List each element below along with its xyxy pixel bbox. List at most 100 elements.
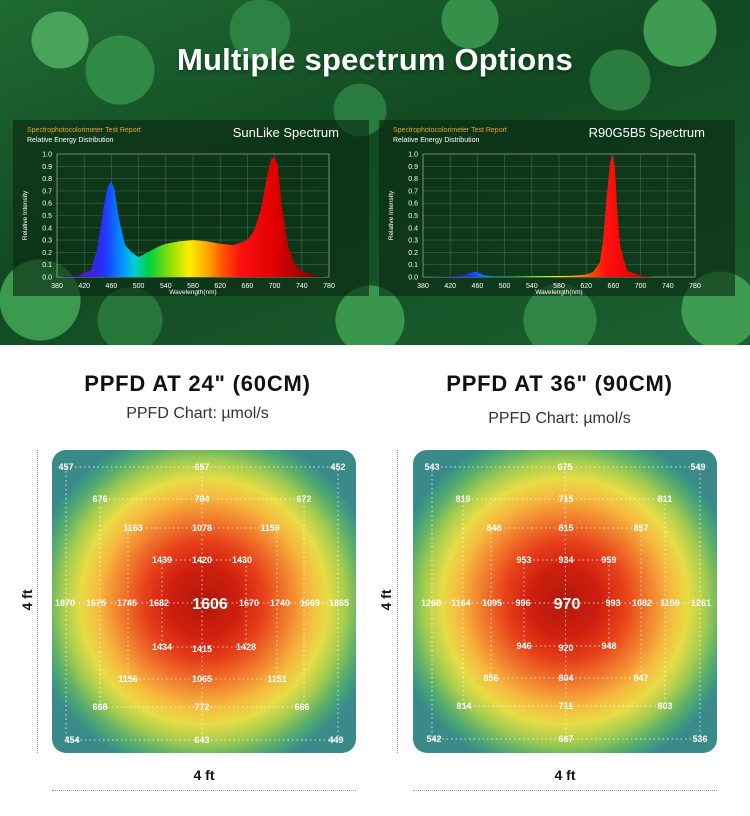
ppfd-heatmap-24: 457 657 452 676 784 672 1163 1078 1159 1439 1420 14… bbox=[52, 450, 356, 753]
x-axis-label: Wavelength(nm) bbox=[169, 289, 216, 296]
y-tick-label: 0.8 bbox=[42, 176, 52, 183]
ppfd-value: 1078 bbox=[192, 523, 212, 533]
y-tick-label: 0.4 bbox=[42, 225, 52, 232]
ppfd-value: 1428 bbox=[236, 642, 256, 652]
ppfd-guide-lines bbox=[431, 466, 701, 740]
x-tick-label: 740 bbox=[296, 283, 308, 290]
y-tick-label: 0.6 bbox=[408, 201, 418, 208]
ppfd-value: 996 bbox=[515, 598, 530, 608]
spectrum-panel-r90g5b5: Spectrophotocolorimeter Test Report Relat… bbox=[379, 120, 735, 296]
ppfd-value: 993 bbox=[605, 598, 620, 608]
guide-ring bbox=[490, 527, 642, 679]
x-tick-label: 700 bbox=[635, 283, 647, 290]
y-tick-label: 1.0 bbox=[42, 152, 52, 159]
ppfd-value: 457 bbox=[58, 462, 73, 472]
x-tick-label: 740 bbox=[662, 283, 674, 290]
y-axis-label: Relative Intensity bbox=[22, 190, 29, 240]
ppfd-value: 1065 bbox=[192, 674, 212, 684]
ppfd-value: 1415 bbox=[192, 644, 212, 654]
ppfd-value: 959 bbox=[601, 555, 616, 565]
report-label: Spectrophotocolorimeter Test Report bbox=[393, 127, 507, 134]
x-tick-label: 660 bbox=[608, 283, 620, 290]
x-tick-label: 580 bbox=[553, 283, 565, 290]
x-tick-label: 380 bbox=[51, 283, 63, 290]
side-dimension-line-36 bbox=[397, 450, 398, 753]
spectrum-grid bbox=[422, 153, 696, 278]
x-axis-label: Wavelength(nm) bbox=[535, 289, 582, 296]
ppfd-title-36: PPFD AT 36" (90CM) bbox=[446, 371, 673, 396]
ppfd-value: 1675 bbox=[86, 598, 106, 608]
ppfd-value: 1082 bbox=[632, 598, 652, 608]
ppfd-value: 1870 bbox=[55, 598, 75, 608]
spectrum-panel-sunlike: Spectrophotocolorimeter Test Report Relat… bbox=[13, 120, 369, 296]
ppfd-value: 657 bbox=[194, 462, 209, 472]
ppfd-value: 948 bbox=[601, 641, 616, 651]
y-tick-label: 0.4 bbox=[408, 225, 418, 232]
x-tick-label: 780 bbox=[689, 283, 701, 290]
x-tick-label: 620 bbox=[580, 283, 592, 290]
ppfd-value: 1159 bbox=[260, 523, 280, 533]
ppfd-value: 811 bbox=[658, 494, 673, 504]
bottom-dimension-label-24: 4 ft bbox=[193, 767, 215, 783]
ppfd-value: 643 bbox=[194, 735, 209, 745]
spectrum-name: SunLike Spectrum bbox=[233, 125, 339, 140]
ppfd-value: 1740 bbox=[270, 598, 290, 608]
ppfd-value: 920 bbox=[558, 643, 573, 653]
ppfd-value: 667 bbox=[558, 734, 573, 744]
ppfd-value: 1430 bbox=[232, 555, 252, 565]
x-tick-label: 660 bbox=[242, 283, 254, 290]
ppfd-value: 676 bbox=[92, 494, 107, 504]
banner-title: Multiple spectrum Options bbox=[177, 42, 573, 77]
ppfd-value: 819 bbox=[455, 494, 470, 504]
ppfd-value: 668 bbox=[92, 702, 107, 712]
guide-cross-v bbox=[564, 466, 567, 740]
ppfd-value: 848 bbox=[486, 523, 501, 533]
y-tick-label: 0.7 bbox=[408, 188, 418, 195]
ppfd-subtitle-36: PPFD Chart: µmol/s bbox=[488, 410, 631, 427]
distribution-label: Relative Energy Distribution bbox=[27, 137, 113, 144]
ppfd-value: 675 bbox=[557, 462, 572, 472]
ppfd-value: 711 bbox=[559, 701, 574, 711]
x-tick-label: 780 bbox=[323, 283, 335, 290]
x-tick-label: 580 bbox=[187, 283, 199, 290]
y-tick-label: 0.2 bbox=[408, 250, 418, 257]
y-tick-label: 0.2 bbox=[42, 250, 52, 257]
x-tick-label: 540 bbox=[526, 283, 538, 290]
ppfd-grid-24: 457 657 452 676 784 672 1163 1078 1159 1439 1420 14… bbox=[55, 462, 349, 745]
spectrum-chart-r90g5b5: Spectrophotocolorimeter Test Report Relat… bbox=[388, 125, 705, 296]
ppfd-value: 542 bbox=[426, 734, 441, 744]
y-tick-label: 0.9 bbox=[42, 164, 52, 171]
ppfd-value: 549 bbox=[690, 462, 705, 472]
y-tick-label: 0.9 bbox=[408, 164, 418, 171]
report-label: Spectrophotocolorimeter Test Report bbox=[27, 127, 141, 134]
ppfd-value: 814 bbox=[456, 701, 471, 711]
ppfd-value: 536 bbox=[692, 734, 707, 744]
y-tick-label: 0.7 bbox=[42, 188, 52, 195]
ppfd-value: 1156 bbox=[118, 674, 138, 684]
bottom-dimension-label-36: 4 ft bbox=[554, 767, 576, 783]
ppfd-value: 1682 bbox=[149, 598, 169, 608]
y-tick-label: 0.1 bbox=[42, 262, 52, 269]
guide-ring bbox=[462, 498, 666, 707]
ppfd-value: 934 bbox=[558, 555, 573, 565]
ppfd-value: 1261 bbox=[691, 598, 711, 608]
ppfd-value: 1420 bbox=[192, 555, 212, 565]
ppfd-value: 1159 bbox=[660, 598, 680, 608]
ppfd-value: 543 bbox=[424, 462, 439, 472]
y-tick-label: 0.8 bbox=[408, 176, 418, 183]
ppfd-value: 1669 bbox=[300, 598, 320, 608]
ppfd-value: 454 bbox=[64, 735, 79, 745]
ppfd-value: 449 bbox=[328, 735, 343, 745]
bottom-dimension-line-36 bbox=[413, 790, 717, 791]
x-tick-label: 540 bbox=[160, 283, 172, 290]
spectrum-name: R90G5B5 Spectrum bbox=[589, 125, 705, 140]
x-tick-label: 700 bbox=[269, 283, 281, 290]
x-tick-label: 420 bbox=[444, 283, 456, 290]
y-tick-label: 0.5 bbox=[408, 213, 418, 220]
ppfd-value: 1163 bbox=[123, 523, 143, 533]
ppfd-value: 1268 bbox=[421, 598, 441, 608]
ppfd-value: 946 bbox=[516, 641, 531, 651]
ppfd-value: 672 bbox=[296, 494, 311, 504]
spectrum-banner: Multiple spectrum Options Spectrophotoco… bbox=[0, 0, 750, 345]
ppfd-value: 847 bbox=[633, 673, 648, 683]
